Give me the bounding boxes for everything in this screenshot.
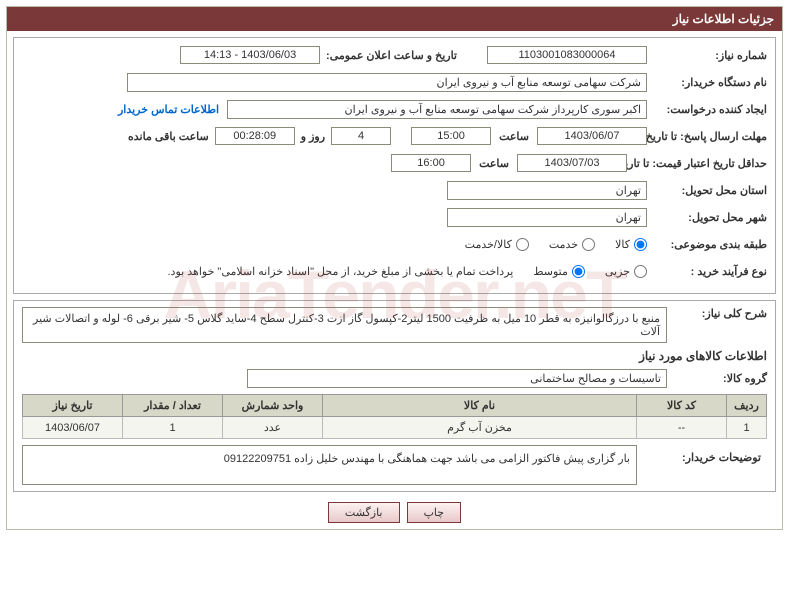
th-date: تاریخ نیاز <box>23 395 123 417</box>
pt-medium-label: متوسط <box>533 265 568 278</box>
requester-field: اکبر سوری کارپرداز شرکت سهامی توسعه مناب… <box>227 100 647 119</box>
days-and-label: روز و <box>301 130 325 143</box>
th-name: نام کالا <box>323 395 637 417</box>
purchase-type-label: نوع فرآیند خرید : <box>647 265 767 278</box>
items-table: ردیف کد کالا نام کالا واحد شمارش تعداد /… <box>22 394 767 439</box>
deadline-label: مهلت ارسال پاسخ: تا تاریخ: <box>647 130 767 143</box>
validity-time: 16:00 <box>391 154 471 172</box>
counter-field: 00:28:09 <box>215 127 295 145</box>
td-unit: عدد <box>223 417 323 439</box>
province-field: تهران <box>447 181 647 200</box>
cat-service-radio[interactable] <box>582 238 595 251</box>
validity-label: حداقل تاریخ اعتبار قیمت: تا تاریخ: <box>627 157 767 170</box>
main-panel: جزئیات اطلاعات نیاز شماره نیاز: 11030010… <box>6 6 783 530</box>
group-label: گروه کالا: <box>667 372 767 385</box>
table-row: 1 -- مخزن آب گرم عدد 1 1403/06/07 <box>23 417 767 439</box>
td-qty: 1 <box>123 417 223 439</box>
pt-small-label: جزیی <box>605 265 630 278</box>
back-button[interactable]: بازگشت <box>328 502 400 523</box>
announce-label: تاریخ و ساعت اعلان عمومی: <box>326 49 457 62</box>
contact-link[interactable]: اطلاعات تماس خریدار <box>118 103 219 116</box>
td-name: مخزن آب گرم <box>323 417 637 439</box>
days-field: 4 <box>331 127 391 145</box>
buyer-notes-box: بار گزاری پیش فاکتور الزامی می باشد جهت … <box>22 445 637 485</box>
td-date: 1403/06/07 <box>23 417 123 439</box>
purchase-note: پرداخت تمام یا بخشی از مبلغ خرید، از محل… <box>168 265 514 278</box>
desc-box: منبع با درزگالوانیزه به قطر 10 میل به ظر… <box>22 307 667 343</box>
info-panel: شماره نیاز: 1103001083000064 تاریخ و ساع… <box>13 37 776 294</box>
buyer-org-field: شرکت سهامی توسعه منابع آب و نیروی ایران <box>127 73 647 92</box>
province-label: استان محل تحویل: <box>647 184 767 197</box>
city-label: شهر محل تحویل: <box>647 211 767 224</box>
deadline-date: 1403/06/07 <box>537 127 647 145</box>
items-title: اطلاعات کالاهای مورد نیاز <box>22 349 767 363</box>
print-button[interactable]: چاپ <box>407 502 462 523</box>
pt-small-radio[interactable] <box>634 265 647 278</box>
time-label-2: ساعت <box>479 157 509 170</box>
panel-title: جزئیات اطلاعات نیاز <box>7 7 782 31</box>
validity-date: 1403/07/03 <box>517 154 627 172</box>
time-label-1: ساعت <box>499 130 529 143</box>
deadline-time: 15:00 <box>411 127 491 145</box>
pt-medium-radio[interactable] <box>572 265 585 278</box>
cat-both-radio[interactable] <box>516 238 529 251</box>
desc-label: شرح کلی نیاز: <box>667 307 767 320</box>
cat-goods-label: کالا <box>615 238 630 251</box>
buyer-org-label: نام دستگاه خریدار: <box>647 76 767 89</box>
th-unit: واحد شمارش <box>223 395 323 417</box>
announce-field: 1403/06/03 - 14:13 <box>180 46 320 64</box>
td-n: 1 <box>727 417 767 439</box>
remaining-label: ساعت باقی مانده <box>128 130 209 143</box>
th-row: ردیف <box>727 395 767 417</box>
cat-service-label: خدمت <box>549 238 578 251</box>
requester-label: ایجاد کننده درخواست: <box>647 103 767 116</box>
th-qty: تعداد / مقدار <box>123 395 223 417</box>
category-label: طبقه بندی موضوعی: <box>647 238 767 251</box>
description-panel: شرح کلی نیاز: منبع با درزگالوانیزه به قط… <box>13 300 776 492</box>
group-field: تاسیسات و مصالح ساختمانی <box>247 369 667 388</box>
need-no-label: شماره نیاز: <box>647 49 767 62</box>
city-field: تهران <box>447 208 647 227</box>
th-code: کد کالا <box>637 395 727 417</box>
cat-both-label: کالا/خدمت <box>465 238 512 251</box>
cat-goods-radio[interactable] <box>634 238 647 251</box>
need-no-field: 1103001083000064 <box>487 46 647 64</box>
td-code: -- <box>637 417 727 439</box>
buyer-notes-label: توضیحات خریدار: <box>637 445 767 485</box>
